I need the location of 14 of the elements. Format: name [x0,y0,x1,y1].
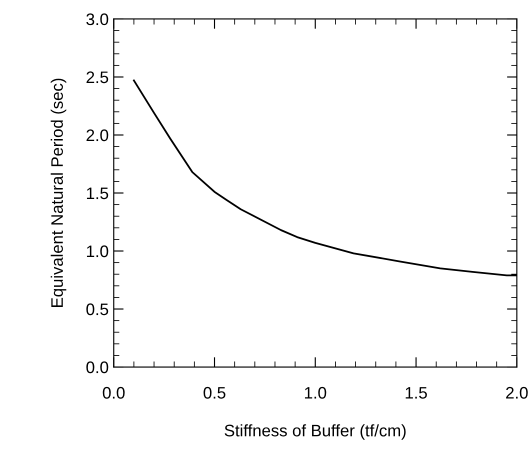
x-tick-label: 1.0 [304,386,326,399]
y-tick-label: 3.0 [86,13,108,26]
x-tick-label: 0.0 [102,386,125,399]
y-tick-label: 0.5 [86,303,108,316]
y-tick-label: 2.0 [86,129,108,142]
y-tick-label: 1.0 [86,245,108,258]
y-tick-label: 2.5 [86,71,108,84]
x-tick-label: 0.5 [204,386,226,399]
x-axis-title: Stiffness of Buffer (tf/cm) [224,424,406,440]
x-tick-label: 2.0 [506,386,528,399]
y-tick-label: 1.5 [86,188,108,200]
y-axis-title: Equivalent Natural Period (sec) [50,78,66,307]
x-tick-label: 1.5 [406,387,427,399]
y-tick-label: 0.0 [86,361,108,374]
